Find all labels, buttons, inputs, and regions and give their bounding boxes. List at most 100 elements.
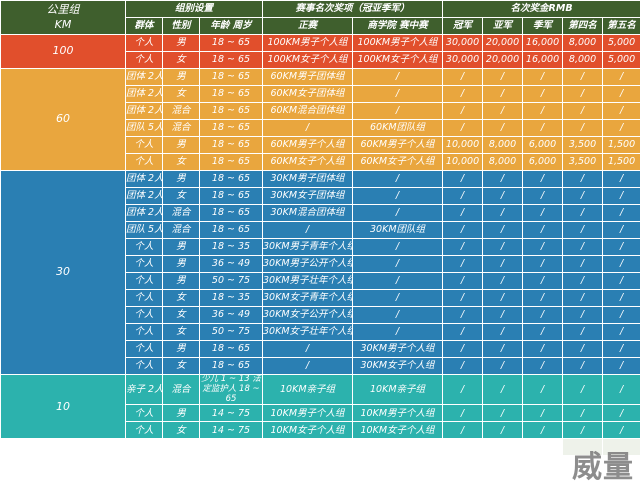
prize-2nd-cell: 8,000 [482,136,524,154]
prize-1st-cell: 30,000 [442,34,484,52]
table-row: 个人男 50 ~ 75 30KM男子壮年个人组 / / / / / / [1,272,640,290]
watermark-logo: 威量 [572,450,634,485]
prize-3rd-cell: / [522,255,564,273]
prize-4th-cell: / [562,323,604,341]
prize-2nd-cell: / [482,357,524,375]
prize-1st-cell: / [442,238,484,256]
table-row: 个人男 18 ~ 35 30KM男子青年个人组 / / / / / / [1,238,640,256]
prize-2nd-cell: / [482,221,524,239]
academy-award-cell: 10KM女子个人组 [352,421,444,440]
prize-2nd-cell: / [482,68,524,86]
prize-4th-cell: / [562,255,604,273]
prize-4th-cell: / [562,204,604,222]
prize-5th-cell: / [602,102,640,120]
prize-5th-cell: / [602,421,640,440]
table-row: 个人男 18 ~ 65 60KM男子个人组 60KM男子个人组 10,000 8,000 6… [1,136,640,154]
main-award-cell: 100KM男子个人组 [262,34,354,52]
prize-4th-cell: 8,000 [562,34,604,52]
prize-5th-cell: 5,000 [602,34,640,52]
col-3rd-header: 季军 [522,17,564,35]
table-body: 100 个人男 18 ~ 65 100KM男子个人组 100KM男子个人组 30,000 2… [0,34,640,457]
main-award-cell: 60KM混合团体组 [262,102,354,120]
group-cell: 个人 [125,323,163,341]
table-row: 个人女 18 ~ 65 60KM女子个人组 60KM女子个人组 10,000 8,000 6… [1,153,640,171]
group-cell: 个人 [125,255,163,273]
gender-cell: 混合 [162,221,200,239]
prize-2nd-cell: / [482,170,524,188]
academy-award-cell: 30KM男子个人组 [352,340,444,358]
prize-3rd-cell: / [522,323,564,341]
gender-cell: 女 [162,421,200,440]
prize-4th-cell: / [562,85,604,103]
group-cell: 亲子 2人 [125,373,163,406]
academy-award-cell: 60KM女子个人组 [352,153,444,171]
prize-1st-cell: / [442,357,484,375]
prize-5th-cell: / [602,255,640,273]
prize-2nd-cell: / [482,404,524,423]
academy-award-cell: / [352,85,444,103]
age-cell: 36 ~ 49 [198,306,264,324]
main-award-cell: 30KM女子青年个人组 [262,289,354,307]
age-cell: 18 ~ 65 [198,357,264,375]
age-cell: 18 ~ 65 [198,170,264,188]
academy-award-cell: 100KM女子个人组 [352,51,444,69]
prize-5th-cell: / [602,85,640,103]
group-cell: 团体 2人 [125,170,163,188]
gender-cell: 男 [162,170,200,188]
prize-1st-cell: / [442,272,484,290]
group-cell: 个人 [125,421,163,440]
age-cell: 36 ~ 49 [198,255,264,273]
age-cell: 18 ~ 65 [198,34,264,52]
prize-5th-cell: / [602,289,640,307]
prize-5th-cell: / [602,340,640,358]
prize-1st-cell: / [442,170,484,188]
gender-cell: 女 [162,357,200,375]
table-row: 团队 5人 混合 18 ~ 65/30KM团队组 / / / / / [1,221,640,239]
prize-4th-cell: 3,500 [562,153,604,171]
gender-cell: 男 [162,340,200,358]
table-row: 个人男 14 ~ 75 10KM男子个人组 10KM男子个人组 / / / / / [1,404,640,423]
col-5th-header: 第五名 [602,17,640,35]
prize-1st-cell: / [442,404,484,423]
academy-award-cell: / [352,255,444,273]
main-award-cell: 60KM女子个人组 [262,153,354,171]
prize-3rd-cell: / [522,306,564,324]
prize-2nd-cell: 20,000 [482,51,524,69]
table-row: 个人女 50 ~ 75 30KM女子壮年个人组 / / / / / / [1,323,640,341]
main-award-cell: 30KM男子青年个人组 [262,238,354,256]
km-header-unit: KM [54,17,72,31]
age-cell: 18 ~ 35 [198,238,264,256]
table-row: 个人男 36 ~ 49 30KM男子公开个人组 / / / / / / [1,255,640,273]
km-header-label: 公里组 [46,3,80,17]
academy-award-cell: 10KM亲子组 [352,373,444,406]
prize-5th-cell: 5,000 [602,51,640,69]
prize-1st-cell: / [442,187,484,205]
footer-group: 学院 [125,438,163,457]
prize-3rd-cell: / [522,204,564,222]
prize-3rd-cell: / [522,187,564,205]
footer-prize-3rd: / [522,438,564,457]
table-row: 个人女 18 ~ 35 30KM女子青年个人组 / / / / / / [1,289,640,307]
prize-3rd-cell: 6,000 [522,153,564,171]
prize-3rd-cell: / [522,85,564,103]
age-cell: 14 ~ 75 [198,421,264,440]
gender-cell: 女 [162,187,200,205]
main-award-cell: 30KM男子团体组 [262,170,354,188]
prize-4th-cell: 8,000 [562,51,604,69]
table-row: 团队 5人 混合 18 ~ 65/60KM团队组 / / / / / [1,119,640,137]
gender-cell: 混合 [162,119,200,137]
age-cell: 18 ~ 65 [198,187,264,205]
academy-award-cell: 10KM男子个人组 [352,404,444,423]
prize-money-header: 名次奖金RMB [442,0,640,18]
km-category-cell: 100 [0,34,126,69]
prize-2nd-cell: / [482,255,524,273]
prize-2nd-cell: / [482,102,524,120]
prize-4th-cell: / [562,272,604,290]
group-cell: 个人 [125,153,163,171]
main-award-cell: 60KM女子团体组 [262,85,354,103]
academy-award-cell: 60KM男子个人组 [352,136,444,154]
prize-4th-cell: / [562,102,604,120]
prize-3rd-cell: / [522,289,564,307]
academy-award-cell: / [352,68,444,86]
age-cell: 50 ~ 75 [198,323,264,341]
